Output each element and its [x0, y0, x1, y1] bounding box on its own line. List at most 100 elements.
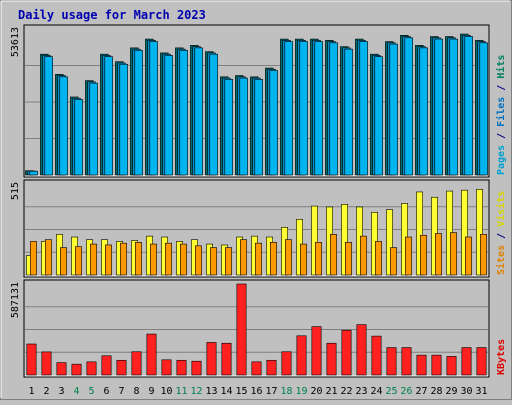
- max-label-bottom: 587131: [10, 282, 21, 318]
- bar-sites-day-11: [180, 243, 187, 276]
- bar-pages-day-14: [224, 79, 233, 176]
- bar-kbytes-day-19: [296, 335, 307, 376]
- bar-kbytes-day-8: [131, 351, 142, 376]
- day-label-16: 16: [250, 386, 262, 397]
- legend-part-middle-2: Visits: [495, 191, 507, 227]
- day-label-8: 8: [133, 386, 139, 397]
- bar-kbytes-day-24: [371, 335, 382, 376]
- bar-pages-day-10: [164, 55, 173, 176]
- day-label-21: 21: [325, 386, 337, 397]
- day-label-23: 23: [355, 386, 367, 397]
- bar-kbytes-day-4: [71, 363, 82, 376]
- bar-sites-day-19: [299, 243, 307, 276]
- bar-sites-day-3: [59, 247, 67, 276]
- bar-kbytes-day-5: [86, 361, 97, 376]
- bar-sites-day-10: [165, 242, 172, 276]
- day-label-12: 12: [190, 386, 202, 397]
- bar-sites-day-24: [374, 241, 382, 276]
- day-label-29: 29: [445, 386, 457, 397]
- day-label-10: 10: [160, 386, 172, 397]
- bar-sites-day-18: [284, 239, 292, 276]
- day-label-24: 24: [370, 386, 382, 397]
- bar-kbytes-day-25: [386, 347, 397, 376]
- bar-visits-day-31: [476, 189, 483, 276]
- bar-sites-day-7: [120, 242, 127, 276]
- bar-kbytes-day-14: [221, 342, 232, 376]
- bar-pages-day-23: [359, 41, 368, 176]
- day-label-5: 5: [88, 386, 94, 397]
- bar-pages-day-7: [119, 63, 128, 176]
- bar-pages-day-5: [89, 82, 98, 176]
- day-label-28: 28: [430, 386, 442, 397]
- bar-kbytes-day-13: [206, 342, 217, 376]
- day-label-14: 14: [220, 386, 232, 397]
- bar-pages-day-1: [29, 170, 38, 176]
- legend-part-top-1: /: [496, 127, 507, 145]
- bar-pages-day-31: [479, 42, 488, 176]
- bar-visits-day-22: [341, 204, 348, 276]
- bar-sites-day-1: [29, 241, 37, 276]
- bar-pages-day-25: [389, 43, 398, 176]
- chart-panels: 53613 Pages / Files / Hits 515 Sites / Visi…: [10, 24, 507, 378]
- bar-sites-day-5: [90, 243, 97, 276]
- bar-pages-day-18: [284, 41, 293, 176]
- bar-pages-day-27: [419, 47, 428, 176]
- bar-pages-day-20: [314, 41, 323, 176]
- day-label-4: 4: [73, 386, 79, 397]
- day-label-1: 1: [28, 386, 34, 397]
- bar-sites-day-27: [419, 234, 427, 276]
- bar-sites-day-15: [240, 239, 247, 276]
- bar-visits-day-25: [386, 209, 393, 276]
- day-axis-labels: 1 2 3 4 5 6 7 8 9 10 11 12 13 14 15 16 17 18 19 20 21 22 23 24 2…: [28, 386, 487, 397]
- day-label-25: 25: [385, 386, 397, 397]
- bar-kbytes-day-20: [311, 326, 322, 376]
- bar-kbytes-day-7: [116, 359, 127, 376]
- day-label-30: 30: [460, 386, 472, 397]
- bar-pages-day-2: [44, 56, 53, 176]
- bar-visits-day-27: [416, 191, 423, 276]
- bar-sites-day-23: [359, 235, 367, 276]
- bar-pages-day-29: [449, 38, 458, 176]
- bar-pages-day-4: [74, 99, 83, 176]
- bar-pages-day-11: [179, 50, 188, 176]
- bar-sites-day-25: [389, 247, 397, 276]
- bar-kbytes-day-16: [251, 361, 262, 376]
- max-label-middle: 515: [10, 182, 21, 200]
- bar-kbytes-day-1: [26, 343, 37, 376]
- series-bottom-kbytes: [26, 283, 487, 376]
- legend-bottom: KBytes: [496, 339, 507, 375]
- series-middle-sites: [29, 232, 487, 276]
- bar-sites-day-12: [195, 245, 202, 276]
- bar-kbytes-day-18: [281, 351, 292, 376]
- bar-pages-day-8: [134, 50, 143, 176]
- panel-top: 53613 Pages / Files / Hits: [10, 24, 507, 178]
- plot-area-bottom: [23, 279, 490, 378]
- day-label-17: 17: [265, 386, 277, 397]
- bar-kbytes-day-12: [191, 360, 202, 376]
- panel-bottom: 587131 KBytes: [10, 279, 507, 378]
- bar-pages-day-19: [299, 41, 308, 176]
- bar-kbytes-day-17: [266, 359, 277, 376]
- day-label-7: 7: [118, 386, 124, 397]
- bar-kbytes-day-27: [416, 354, 427, 376]
- day-label-19: 19: [295, 386, 307, 397]
- bar-kbytes-day-10: [161, 359, 172, 376]
- bar-kbytes-day-6: [101, 355, 112, 376]
- legend-part-middle-1: /: [496, 227, 507, 245]
- bar-sites-day-8: [135, 242, 142, 276]
- bar-pages-day-28: [434, 38, 443, 176]
- bar-kbytes-day-3: [56, 362, 67, 376]
- day-label-20: 20: [310, 386, 322, 397]
- bar-pages-day-6: [104, 56, 113, 176]
- bar-sites-day-29: [449, 232, 457, 276]
- bar-pages-day-21: [329, 42, 338, 176]
- bar-pages-day-24: [374, 56, 383, 176]
- legend-part-top-0: Pages: [496, 145, 507, 175]
- bar-sites-day-26: [404, 236, 412, 276]
- bar-sites-day-6: [105, 244, 112, 276]
- bar-pages-day-22: [344, 48, 353, 176]
- day-label-18: 18: [280, 386, 292, 397]
- bar-kbytes-day-15: [236, 283, 247, 376]
